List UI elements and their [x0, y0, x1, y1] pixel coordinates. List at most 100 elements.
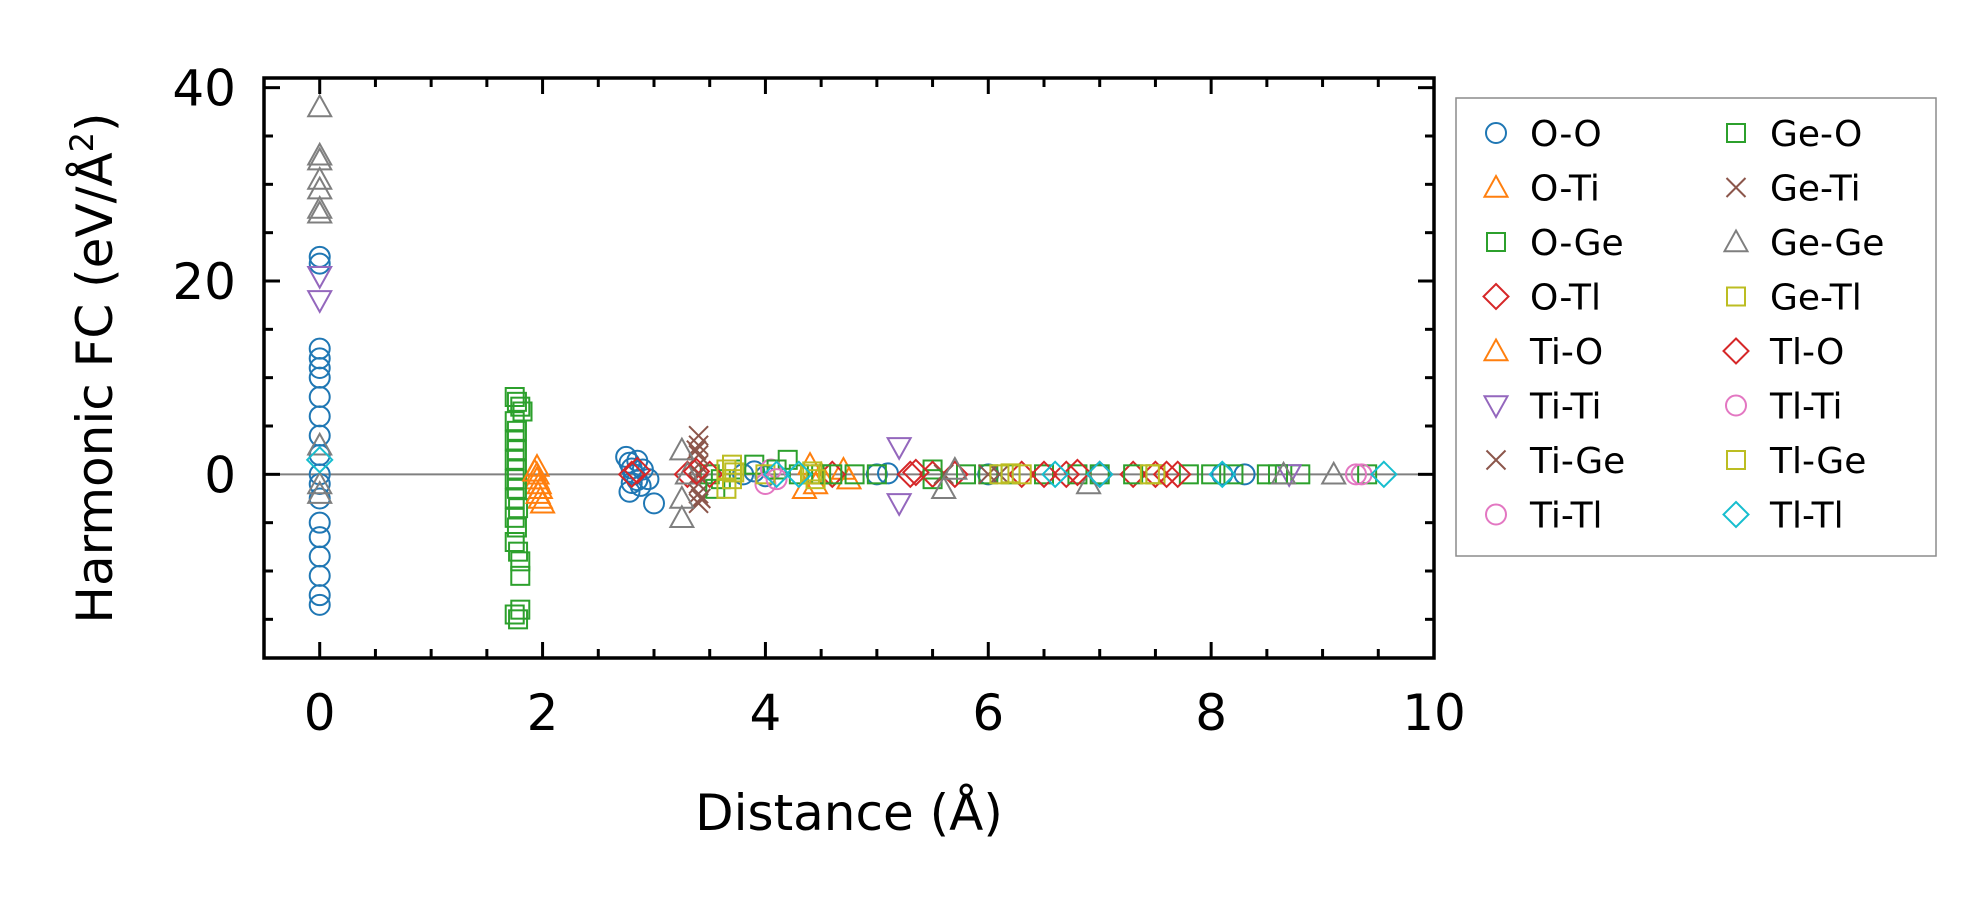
point-o-tl — [1163, 460, 1192, 489]
point-tl-ge — [1139, 464, 1160, 485]
point-o-tl — [1052, 460, 1081, 489]
point-tl-tl — [1041, 460, 1070, 489]
point-o-ge — [978, 464, 999, 485]
point-o-o — [626, 449, 649, 472]
legend-label-tl-tl: Tl-Tl — [1769, 496, 1844, 537]
tick-labels: 0 2 4 6 8 10 0 20 40 — [172, 60, 1465, 742]
point-ge-ge — [668, 436, 696, 461]
point-o-ge — [504, 604, 525, 625]
series-o-o — [308, 245, 1256, 616]
legend-label-ti-ti: Ti-Ti — [1529, 387, 1601, 428]
y-axis-title-close: ) — [66, 112, 124, 132]
point-o-ge — [510, 599, 531, 620]
point-ti-ge — [688, 483, 709, 504]
point-o-o — [620, 472, 643, 495]
x-tick-label: 4 — [750, 684, 782, 742]
point-o-o — [308, 405, 331, 428]
point-ti-ge — [688, 444, 709, 466]
legend-entry-ti-o: Ti-O — [1482, 332, 1603, 373]
legend-label-o-ti: O-Ti — [1530, 169, 1600, 210]
point-ge-o — [1123, 464, 1144, 485]
point-ti-ge — [688, 435, 709, 456]
point-ge-ge — [941, 455, 969, 480]
point-tl-tl — [305, 445, 334, 474]
legend-marker-o-ti — [1482, 173, 1510, 198]
legend-label-o-o: O-O — [1530, 114, 1602, 155]
point-ti-ge — [989, 464, 1010, 485]
point-ge-ge — [306, 480, 333, 504]
point-ge-ti — [690, 488, 712, 509]
legend-marker-ge-o — [1726, 123, 1746, 143]
point-ge-ge — [674, 460, 701, 485]
legend-marker-ti-ge — [1485, 449, 1507, 471]
point-o-o — [308, 487, 331, 510]
x-tick-label: 8 — [1195, 684, 1227, 742]
point-tl-ti — [765, 468, 788, 491]
legend-marker-ge-ge — [1722, 228, 1750, 253]
series-ge-ti — [686, 439, 999, 509]
point-ti-ti — [885, 493, 913, 517]
legend-marker-tl-tl — [1722, 500, 1750, 529]
point-tl-ge — [802, 461, 823, 482]
point-ge-ge — [1270, 460, 1297, 485]
legend-entry-ti-ge: Ti-Ge — [1485, 441, 1625, 482]
y-axis-title: Harmonic FC (eV/Å2) — [63, 112, 124, 623]
point-ge-ge — [306, 165, 333, 190]
point-o-ge — [510, 396, 531, 417]
point-tl-ge — [724, 462, 745, 483]
legend-entry-ti-tl: Ti-Tl — [1485, 496, 1603, 537]
x-tick-label: 10 — [1402, 684, 1466, 742]
point-o-o — [308, 584, 331, 607]
point-tl-o — [901, 458, 930, 487]
point-o-ge — [506, 517, 527, 538]
point-o-o — [308, 357, 331, 379]
point-ge-ti — [686, 439, 707, 461]
point-o-ti — [526, 470, 553, 495]
legend-marker-tl-ti — [1725, 394, 1747, 417]
point-ge-o — [822, 464, 843, 485]
series-ge-ge — [306, 93, 1347, 529]
legend-label-tl-ge: Tl-Ge — [1769, 441, 1866, 482]
legend-label-ge-o: Ge-O — [1770, 114, 1862, 155]
series-ti-ti — [306, 265, 1303, 517]
y-axis-title-superscript: 2 — [63, 132, 101, 152]
point-ti-ti — [306, 265, 333, 290]
point-o-ti — [835, 465, 863, 490]
x-tick-label: 2 — [527, 684, 559, 742]
point-o-o — [308, 526, 331, 549]
point-ti-ti — [885, 437, 913, 461]
legend: O-O O-Ti O-Ge O-Tl Ti-O Ti-Ti Ti-Ge Ti-Tl Ge-O Ge… — [1482, 114, 1884, 537]
legend-entry-tl-o: Tl-O — [1722, 332, 1844, 373]
point-ti-o — [524, 480, 552, 504]
point-o-tl — [617, 460, 646, 489]
point-o-ge — [510, 565, 531, 586]
legend-marker-tl-o — [1722, 337, 1750, 365]
legend-marker-tl-ge — [1726, 450, 1746, 470]
legend-marker-ti-ti — [1482, 395, 1510, 420]
point-o-ge — [956, 464, 976, 485]
legend-entry-o-ge: O-Ge — [1486, 223, 1624, 264]
point-ge-tl — [722, 454, 742, 475]
series-tl-tl — [305, 445, 1398, 489]
point-ge-tl — [1011, 464, 1032, 485]
point-o-o — [308, 511, 331, 534]
legend-label-ge-ge: Ge-Ge — [1770, 223, 1884, 264]
point-ge-ge — [668, 504, 696, 529]
legend-entry-ge-tl: Ge-Tl — [1726, 278, 1862, 319]
point-ge-ge — [306, 199, 333, 224]
x-axis-title: Distance (Å) — [695, 784, 1003, 842]
point-tl-o — [682, 457, 711, 486]
point-tl-o — [1063, 458, 1092, 487]
point-ge-ge — [306, 431, 333, 456]
series-tl-ge — [724, 461, 1160, 485]
point-o-ge — [1256, 464, 1277, 485]
legend-entry-ge-ti: Ge-Ti — [1725, 169, 1861, 210]
point-ti-o — [521, 457, 548, 482]
plot-frame — [262, 76, 1436, 660]
legend-label-ge-ti: Ge-Ti — [1770, 169, 1861, 210]
x-tick-label: 6 — [972, 684, 1004, 742]
point-ge-tl — [755, 464, 776, 485]
point-ti-tl — [1345, 463, 1367, 486]
y-tick-label: 20 — [172, 253, 236, 311]
